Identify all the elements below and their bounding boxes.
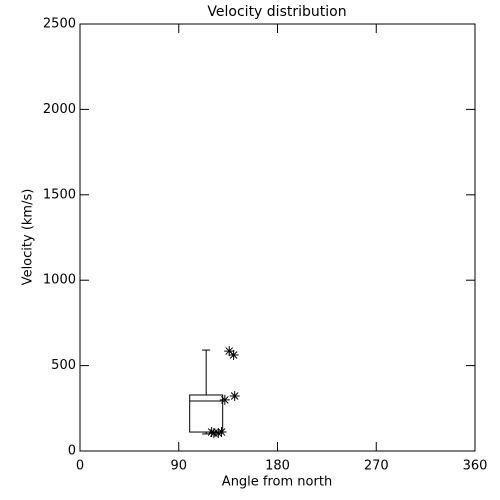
x-tick-label: 360 xyxy=(463,459,488,474)
plot-frame xyxy=(79,23,476,452)
y-tick-label: 2000 xyxy=(43,102,76,117)
box xyxy=(189,394,224,433)
y-tick-label: 2500 xyxy=(43,17,76,32)
point xyxy=(224,346,235,357)
chart-title: Velocity distribution xyxy=(207,4,346,20)
point xyxy=(219,394,230,405)
x-tick-label: 90 xyxy=(170,459,187,474)
point xyxy=(213,428,224,439)
y-tick-label: 500 xyxy=(51,358,76,373)
y-tick-label: 0 xyxy=(68,444,76,459)
y-tick-label: 1500 xyxy=(43,187,76,202)
x-tick-label: 270 xyxy=(364,459,389,474)
y-tick-label: 1000 xyxy=(43,273,76,288)
point xyxy=(206,427,217,438)
y-axis-label: Velocity (km/s) xyxy=(21,189,36,286)
point xyxy=(228,350,239,361)
x-tick-label: 0 xyxy=(76,459,84,474)
point xyxy=(229,391,240,402)
x-axis-label: Angle from north xyxy=(222,475,332,490)
x-tick-label: 180 xyxy=(265,459,290,474)
point xyxy=(216,427,227,438)
